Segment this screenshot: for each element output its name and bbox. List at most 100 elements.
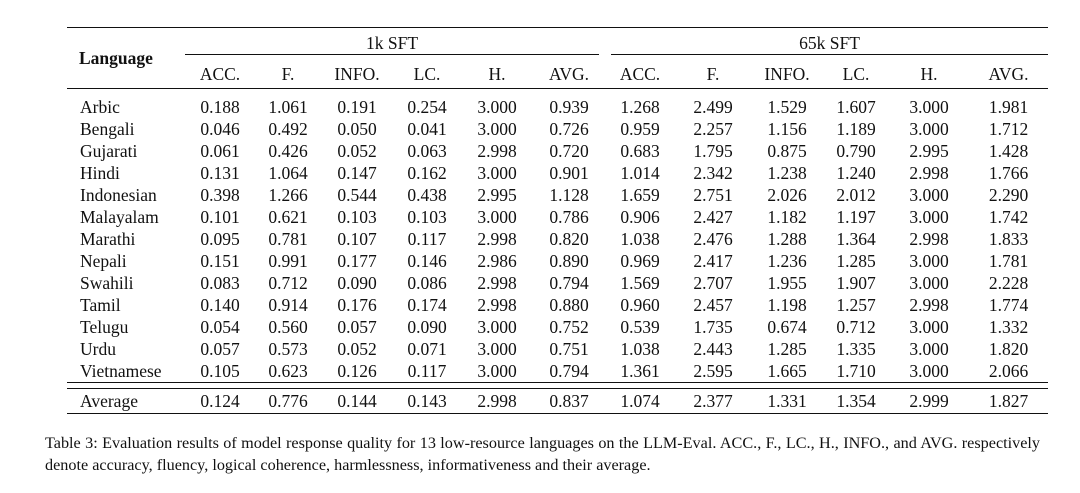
value-cell: 1.710: [836, 361, 876, 381]
value-cell: 1.907: [836, 273, 876, 293]
value-cell: 0.880: [549, 295, 589, 315]
value-cell: 0.820: [549, 229, 589, 249]
value-cell: 0.539: [620, 317, 660, 337]
value-cell: 0.906: [620, 207, 660, 227]
mid-rule: [67, 88, 1048, 96]
value-cell: 2.998: [477, 295, 517, 315]
value-cell: 0.124: [200, 391, 240, 411]
value-cell: 2.228: [988, 273, 1029, 293]
average-row: Average 0.124 0.776 0.144 0.143 2.998 0.837 1.0…: [67, 389, 1048, 414]
value-cell: 0.621: [268, 207, 308, 227]
value-cell: 0.191: [337, 97, 377, 117]
value-cell: 3.000: [909, 207, 949, 227]
value-cell: 2.707: [693, 273, 733, 293]
value-cell: 2.998: [909, 295, 949, 315]
value-cell: 2.995: [909, 141, 949, 161]
value-cell: 2.999: [909, 391, 949, 411]
metric-header: AVG.: [988, 63, 1029, 84]
metric-header: F.: [281, 63, 295, 84]
value-cell: 0.140: [200, 295, 240, 315]
value-cell: 2.995: [477, 185, 517, 205]
value-cell: 2.595: [693, 361, 733, 381]
metric-header: AVG.: [548, 63, 590, 84]
metric-header: LC.: [842, 63, 870, 84]
value-cell: 0.188: [200, 97, 240, 117]
value-cell: 0.573: [268, 339, 308, 359]
value-cell: 1.354: [836, 391, 876, 411]
value-cell: 3.000: [477, 339, 517, 359]
value-cell: 0.052: [337, 339, 377, 359]
metric-header: INFO.: [764, 63, 810, 84]
metric-header: LC.: [413, 63, 441, 84]
table-caption: Table 3: Evaluation results of model res…: [45, 434, 1040, 474]
language-cell: Tamil: [80, 295, 121, 315]
value-cell: 2.499: [693, 97, 733, 117]
language-cell: Gujarati: [80, 141, 138, 161]
value-cell: 2.998: [477, 391, 517, 411]
value-cell: 2.751: [693, 185, 733, 205]
value-cell: 1.335: [836, 339, 876, 359]
table-row: Marathi 0.095 0.781 0.107 0.117 2.998 0.820 1.0…: [67, 228, 1048, 250]
value-cell: 2.066: [988, 361, 1029, 381]
value-cell: 2.457: [693, 295, 733, 315]
value-cell: 0.126: [337, 361, 377, 381]
value-cell: 2.377: [693, 391, 733, 411]
value-cell: 1.607: [836, 97, 876, 117]
header-row-groups: Language 1k SFT 65k SFT: [67, 28, 1048, 68]
value-cell: 1.742: [988, 207, 1029, 227]
language-cell: Bengali: [80, 119, 135, 139]
table-row: Hindi 0.131 1.064 0.147 0.162 3.000 0.901 1.014…: [67, 162, 1048, 184]
value-cell: 1.428: [988, 141, 1029, 161]
language-cell: Malayalam: [80, 207, 159, 227]
language-cell: Arbic: [80, 97, 120, 117]
value-cell: 1.955: [767, 273, 807, 293]
value-cell: 0.560: [268, 317, 308, 337]
value-cell: 0.083: [200, 273, 240, 293]
value-cell: 1.074: [620, 391, 660, 411]
language-cell: Vietnamese: [80, 361, 162, 381]
value-cell: 1.182: [767, 207, 807, 227]
value-cell: 3.000: [909, 273, 949, 293]
value-cell: 0.046: [200, 119, 240, 139]
value-cell: 0.914: [268, 295, 308, 315]
value-cell: 2.443: [693, 339, 733, 359]
value-cell: 0.090: [337, 273, 377, 293]
value-cell: 3.000: [909, 361, 949, 381]
metric-header: H.: [488, 63, 506, 84]
value-cell: 0.438: [407, 185, 447, 205]
value-cell: 0.174: [407, 295, 447, 315]
value-cell: 0.061: [200, 141, 240, 161]
value-cell: 3.000: [477, 207, 517, 227]
value-cell: 1.781: [988, 251, 1029, 271]
metric-header: ACC.: [199, 63, 241, 84]
value-cell: 0.052: [337, 141, 377, 161]
value-cell: 3.000: [477, 119, 517, 139]
value-cell: 0.143: [407, 391, 447, 411]
value-cell: 3.000: [909, 119, 949, 139]
value-cell: 2.026: [767, 185, 807, 205]
value-cell: 3.000: [909, 185, 949, 205]
value-cell: 0.117: [407, 229, 447, 249]
value-cell: 0.090: [407, 317, 447, 337]
value-cell: 1.240: [836, 163, 876, 183]
value-cell: 1.766: [988, 163, 1029, 183]
value-cell: 2.257: [693, 119, 733, 139]
language-cell: Telugu: [80, 317, 129, 337]
value-cell: 0.057: [337, 317, 377, 337]
value-cell: 1.827: [988, 391, 1029, 411]
value-cell: 0.726: [549, 119, 589, 139]
value-cell: 0.544: [337, 185, 377, 205]
value-cell: 1.238: [767, 163, 807, 183]
value-cell: 1.014: [620, 163, 660, 183]
value-cell: 1.064: [268, 163, 308, 183]
value-cell: 0.041: [407, 119, 447, 139]
metric-header: ACC.: [619, 63, 661, 84]
value-cell: 0.712: [268, 273, 308, 293]
value-cell: 0.151: [200, 251, 240, 271]
language-cell: Indonesian: [80, 185, 157, 205]
value-cell: 1.820: [988, 339, 1029, 359]
value-cell: 2.012: [836, 185, 876, 205]
value-cell: 1.061: [268, 97, 308, 117]
language-cell: Average: [80, 391, 138, 411]
table-row: Indonesian 0.398 1.266 0.544 0.438 2.995 1.128…: [67, 184, 1048, 206]
